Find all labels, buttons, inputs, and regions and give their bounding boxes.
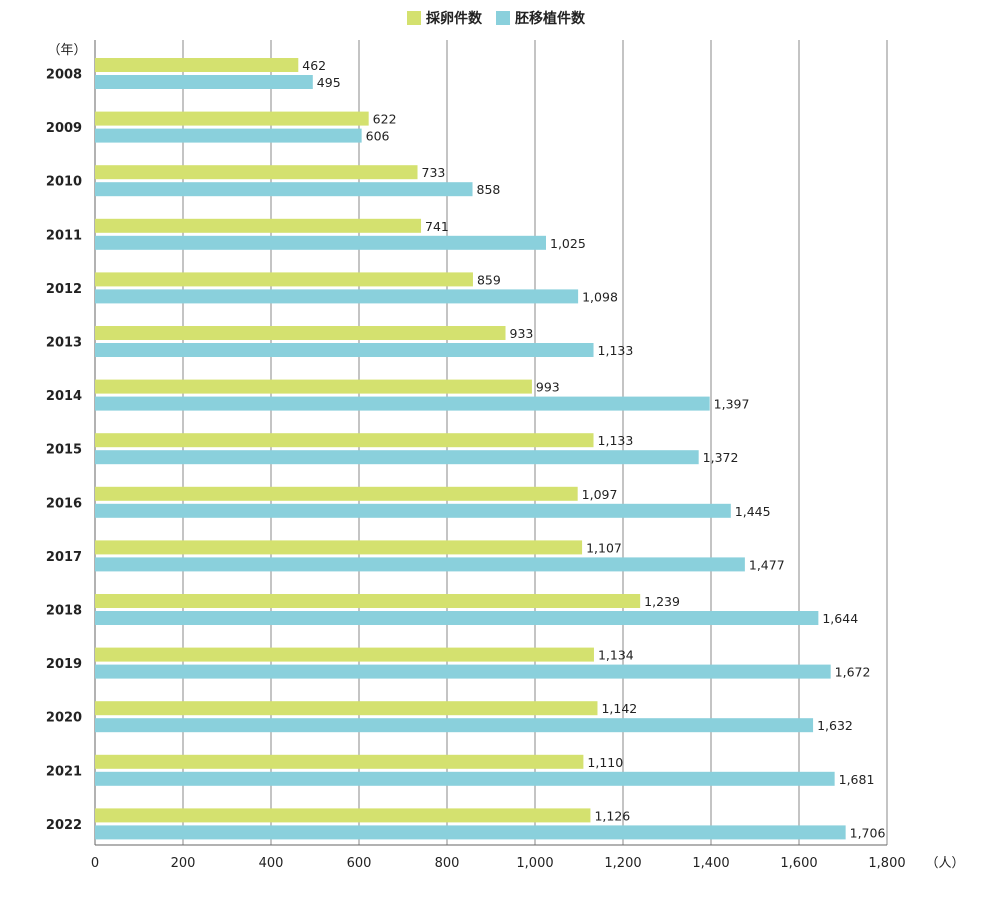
- data-label: 1,706: [850, 825, 886, 840]
- bar: [95, 754, 584, 769]
- x-tick-label: 400: [259, 856, 284, 871]
- category-label: 2011: [46, 228, 82, 243]
- x-tick-label: 200: [171, 856, 196, 871]
- bar: [95, 594, 641, 608]
- data-label: 1,107: [586, 540, 622, 555]
- category-label: 2009: [46, 121, 82, 136]
- data-label: 1,098: [582, 289, 618, 304]
- data-label: 993: [536, 380, 560, 395]
- bar: [95, 272, 473, 287]
- x-tick-label: 800: [435, 856, 460, 871]
- data-label: 1,110: [587, 755, 623, 770]
- data-label: 1,632: [817, 718, 853, 733]
- data-label: 1,025: [550, 236, 586, 251]
- category-label: 2019: [46, 657, 82, 672]
- category-label: 2014: [46, 389, 82, 404]
- bar: [95, 128, 362, 143]
- bar: [95, 326, 506, 340]
- bar: [95, 808, 591, 823]
- data-label: 741: [425, 219, 449, 234]
- category-label: 2012: [46, 282, 82, 297]
- data-label: 1,133: [598, 343, 634, 358]
- bar: [95, 165, 418, 180]
- data-label: 1,644: [822, 611, 858, 626]
- bar: [95, 701, 598, 716]
- data-label: 1,397: [714, 397, 750, 412]
- data-label: 859: [477, 272, 501, 287]
- bar: [95, 218, 422, 233]
- x-tick-label: 1,200: [604, 856, 641, 871]
- legend-label-egg-retrieval: 採卵件数: [426, 11, 482, 27]
- bar: [95, 433, 594, 448]
- bar: [95, 486, 578, 501]
- x-tick-label: 600: [347, 856, 372, 871]
- data-label: 462: [302, 58, 326, 73]
- legend-item-embryo-transfer: 胚移植件数: [496, 8, 585, 28]
- category-label: 2020: [46, 711, 82, 726]
- x-tick-label: 1,600: [780, 856, 817, 871]
- bar: [95, 396, 710, 411]
- bar: [95, 343, 594, 357]
- category-label: 2017: [46, 550, 82, 565]
- category-label: 2022: [46, 818, 82, 833]
- x-tick-label: 1,800: [868, 856, 905, 871]
- legend-swatch-egg-retrieval: [407, 11, 421, 25]
- data-label: 1,477: [749, 557, 785, 572]
- data-label: 1,142: [601, 701, 637, 716]
- data-label: 1,239: [644, 594, 680, 609]
- bar: [95, 718, 814, 733]
- data-label: 933: [510, 326, 534, 341]
- data-label: 1,097: [582, 487, 618, 502]
- bar: [95, 825, 846, 840]
- bar: [95, 58, 299, 72]
- x-tick-label: 0: [91, 856, 99, 871]
- data-label: 606: [366, 129, 390, 144]
- category-label: 2016: [46, 496, 82, 511]
- bar: [95, 503, 731, 518]
- category-label: 2021: [46, 764, 82, 779]
- x-axis-label: （人）: [925, 856, 964, 871]
- legend-item-egg-retrieval: 採卵件数: [407, 8, 482, 28]
- legend-label-embryo-transfer: 胚移植件数: [515, 11, 585, 27]
- legend: 採卵件数 胚移植件数: [0, 8, 992, 28]
- x-tick-label: 1,000: [516, 856, 553, 871]
- category-label: 2010: [46, 175, 82, 190]
- bar: [95, 289, 579, 304]
- data-label: 858: [477, 182, 501, 197]
- x-tick-label: 1,400: [692, 856, 729, 871]
- data-label: 1,133: [598, 433, 634, 448]
- bar: [95, 182, 473, 197]
- data-label: 1,372: [703, 450, 739, 465]
- y-axis-label: （年）: [47, 43, 86, 58]
- data-label: 1,681: [839, 772, 875, 787]
- category-label: 2015: [46, 443, 82, 458]
- bar: [95, 664, 831, 679]
- category-label: 2013: [46, 336, 82, 351]
- bar: [95, 75, 313, 89]
- bar: [95, 557, 745, 572]
- data-label: 622: [373, 112, 397, 127]
- data-label: 1,445: [735, 504, 771, 519]
- data-label: 1,126: [594, 808, 630, 823]
- data-label: 1,134: [598, 648, 634, 663]
- bar: [95, 450, 699, 465]
- bar: [95, 379, 532, 394]
- category-label: 2018: [46, 604, 82, 619]
- data-label: 495: [317, 75, 341, 90]
- data-label: 733: [422, 165, 446, 180]
- bar: [95, 647, 594, 662]
- category-label: 2008: [46, 68, 82, 83]
- bar: [95, 540, 583, 555]
- bar: [95, 611, 819, 625]
- legend-swatch-embryo-transfer: [496, 11, 510, 25]
- bar: [95, 771, 835, 786]
- data-label: 1,672: [835, 665, 871, 680]
- bar: [95, 235, 546, 250]
- bar: [95, 111, 369, 126]
